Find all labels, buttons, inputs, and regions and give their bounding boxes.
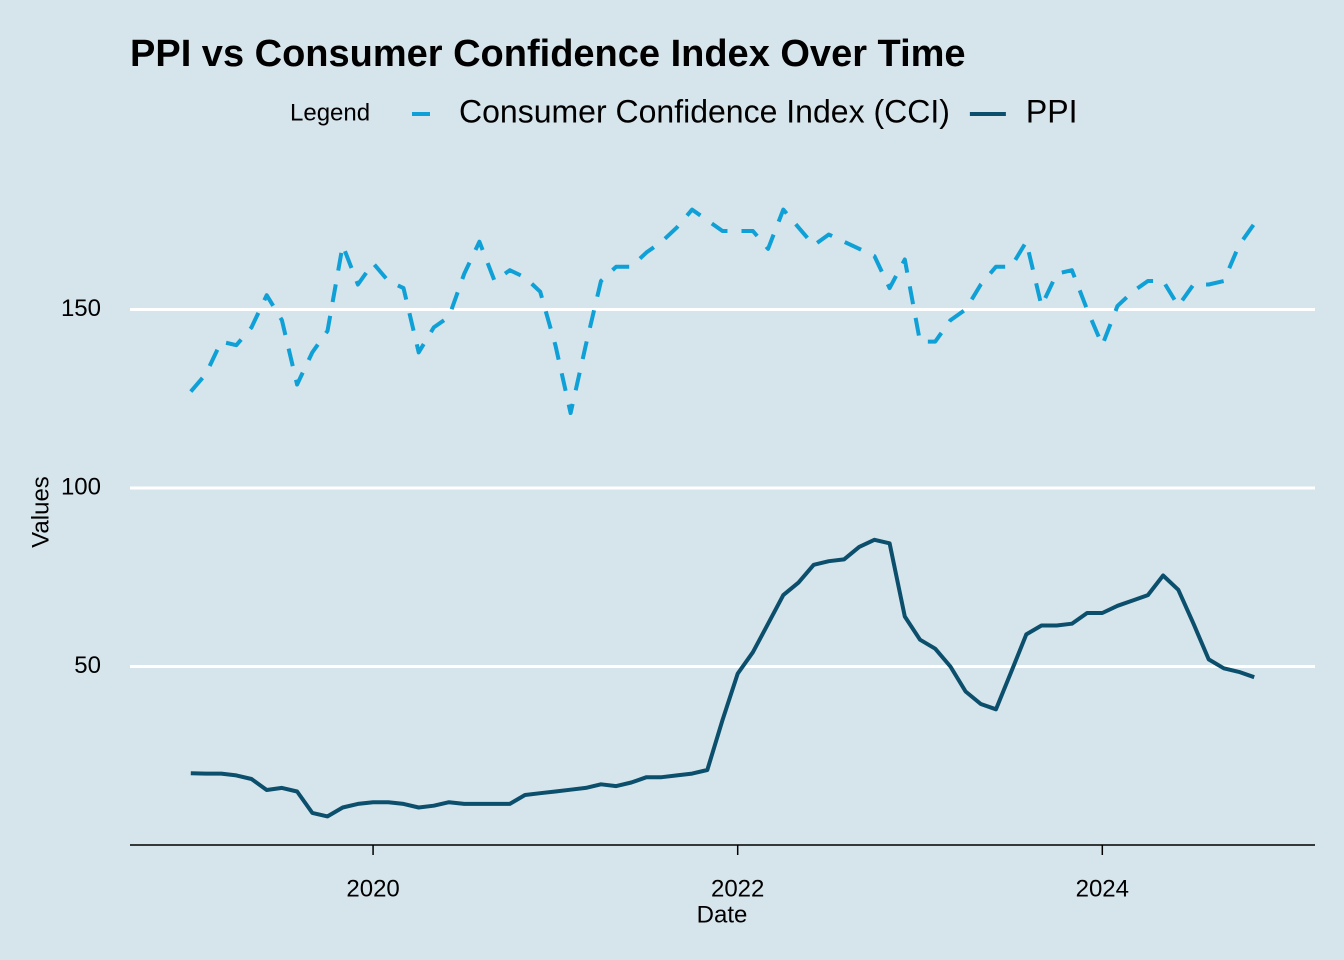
x-tick-label: 2024 [1076, 875, 1129, 902]
x-tick-label: 2022 [711, 875, 764, 902]
chart-title: PPI vs Consumer Confidence Index Over Ti… [130, 33, 966, 75]
x-axis-label: Date [697, 901, 748, 928]
legend-title: Legend [290, 99, 370, 126]
x-tick-label: 2020 [346, 875, 399, 902]
y-axis-label: Values [27, 476, 54, 548]
legend-label: Consumer Confidence Index (CCI) [459, 93, 950, 129]
y-tick-label: 50 [74, 652, 101, 679]
legend-label: PPI [1026, 93, 1078, 129]
y-tick-label: 100 [61, 473, 101, 500]
y-tick-label: 150 [61, 295, 101, 322]
